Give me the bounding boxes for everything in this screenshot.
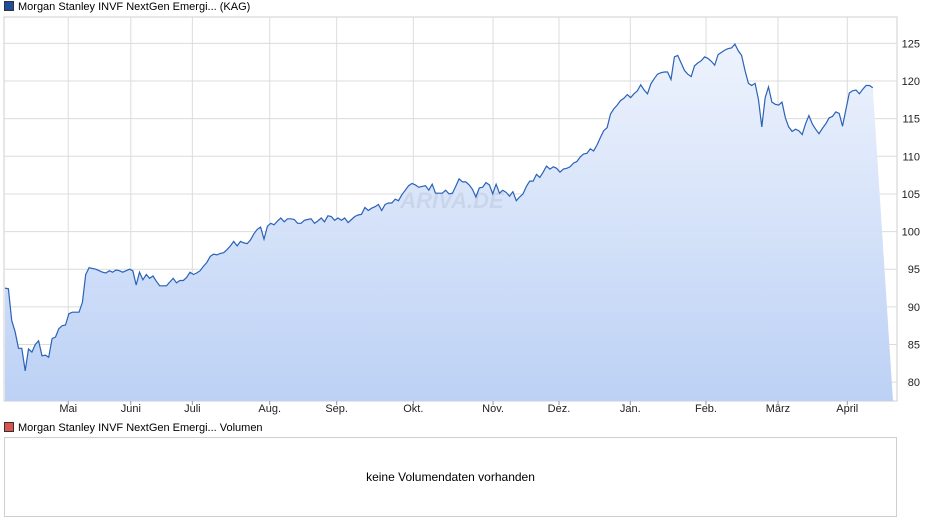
y-axis-ticks: 80 85 90 95 100 105 110 115 120 125: [902, 38, 920, 389]
volume-legend: Morgan Stanley INVF NextGen Emergi... Vo…: [4, 421, 263, 435]
x-tick-label: Juni: [121, 403, 141, 415]
x-tick-label: Mai: [59, 403, 77, 415]
price-legend: Morgan Stanley INVF NextGen Emergi... (K…: [4, 0, 250, 14]
y-tick-label: 125: [902, 38, 920, 50]
y-tick-label: 115: [902, 114, 920, 126]
y-tick-label: 120: [902, 76, 920, 88]
x-tick-label: Okt.: [403, 403, 423, 415]
x-tick-label: Jan.: [620, 403, 641, 415]
x-axis-ticks: Mai Juni Juli Aug. Sep. Okt. Nov. Dez. Jan. Feb. M…: [59, 401, 858, 415]
x-tick-label: Dez.: [548, 403, 571, 415]
x-tick-label: Aug.: [258, 403, 281, 415]
x-tick-label: Sep.: [325, 403, 348, 415]
x-tick-label: März: [766, 403, 790, 415]
x-tick-label: Juli: [184, 403, 201, 415]
watermark: ARIVA.DE: [399, 188, 505, 213]
price-chart: ARIVA.DE 80 85 90 95 100 105 110 115 120 125 Mai J…: [3, 16, 920, 415]
price-line: [4, 43, 874, 371]
volume-panel: keine Volumendaten vorhanden: [4, 437, 897, 517]
y-tick-label: 90: [908, 302, 920, 314]
x-tick-label: April: [836, 403, 858, 415]
y-tick-label: 80: [908, 377, 920, 389]
y-tick-label: 100: [902, 227, 920, 239]
y-tick-label: 105: [902, 189, 920, 201]
volume-legend-label: Morgan Stanley INVF NextGen Emergi... Vo…: [18, 422, 263, 434]
volume-empty-message: keine Volumendaten vorhanden: [366, 470, 535, 484]
y-tick-label: 110: [902, 151, 920, 163]
price-area-fill: [5, 44, 893, 401]
y-tick-label: 95: [908, 264, 920, 276]
price-legend-label: Morgan Stanley INVF NextGen Emergi... (K…: [18, 1, 251, 13]
x-tick-label: Feb.: [695, 403, 717, 415]
y-tick-label: 85: [908, 340, 920, 352]
price-legend-swatch: [4, 1, 14, 11]
volume-legend-swatch: [4, 422, 14, 432]
x-tick-label: Nov.: [482, 403, 504, 415]
